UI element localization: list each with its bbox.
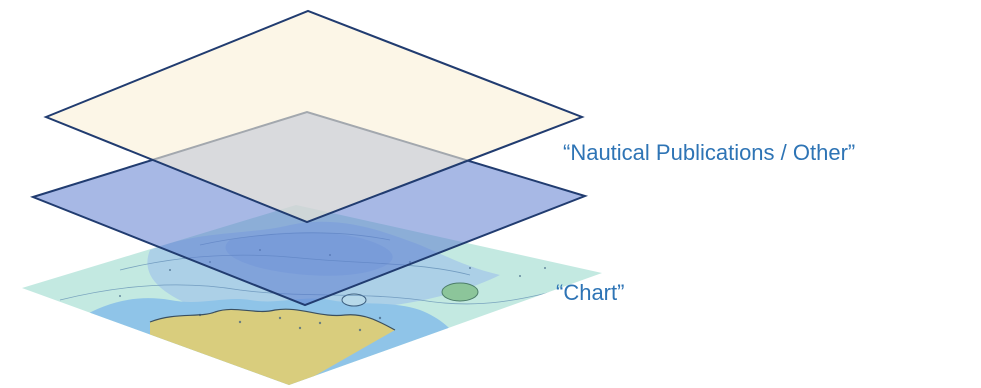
chart-coastline bbox=[149, 308, 396, 331]
chart-layer-label: “Chart” bbox=[556, 280, 625, 305]
top-layer-label: “Nautical Publications / Other” bbox=[563, 140, 856, 165]
chart-islet bbox=[341, 293, 367, 307]
top-layer-plane bbox=[43, 9, 585, 224]
chart-land bbox=[150, 309, 395, 385]
chart-island bbox=[441, 282, 479, 302]
